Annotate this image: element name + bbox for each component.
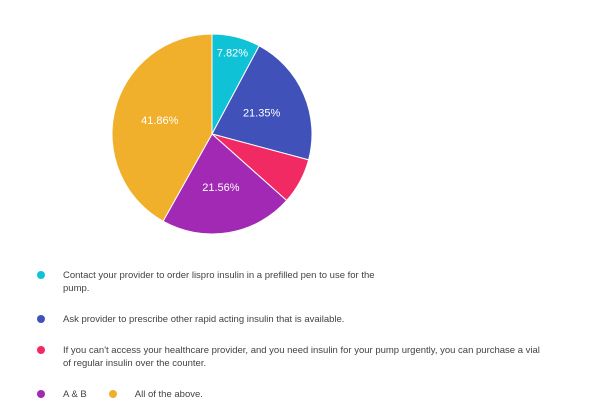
- pie-slice-percent-label: 21.56%: [202, 182, 240, 194]
- legend-item-label: A & B: [63, 389, 87, 400]
- legend-swatch: [37, 390, 45, 398]
- pie-slice-percent-label: 7.82%: [217, 47, 248, 59]
- legend-item-label: Ask provider to prescribe other rapid ac…: [63, 314, 345, 325]
- pie-slice[interactable]: [162, 133, 288, 235]
- legend-swatch: [37, 315, 45, 323]
- chart-legend: Contact your provider to order lispro in…: [37, 269, 587, 401]
- pie-slice[interactable]: [111, 33, 213, 222]
- legend-item: If you can't access your healthcare prov…: [37, 344, 587, 370]
- pie-slice[interactable]: [211, 45, 313, 161]
- legend-swatch: [37, 271, 45, 279]
- legend-item-label: Contact your provider to order lispro in…: [63, 270, 375, 294]
- legend-item-label: If you can't access your healthcare prov…: [63, 345, 540, 369]
- pie-slice-percent-label: 41.86%: [141, 115, 179, 127]
- legend-item: Contact your provider to order lispro in…: [37, 269, 587, 295]
- legend-last-row: A & B All of the above.: [37, 388, 587, 401]
- legend-swatch: [108, 390, 117, 398]
- pie-slice-percent-label: 21.35%: [243, 107, 281, 119]
- legend-item: Ask provider to prescribe other rapid ac…: [37, 313, 587, 326]
- pie-chart: 7.82% 21.35% 21.56% 41.86%: [111, 33, 313, 235]
- legend-item: A & B: [37, 388, 87, 401]
- legend-item: All of the above.: [108, 388, 203, 401]
- legend-item-label: All of the above.: [134, 389, 203, 400]
- legend-swatch: [37, 346, 45, 354]
